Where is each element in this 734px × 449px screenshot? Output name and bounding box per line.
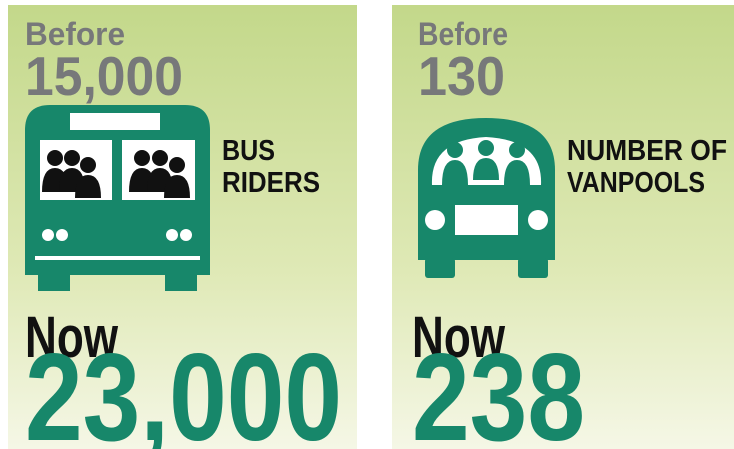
before-value: 15,000 bbox=[25, 45, 183, 107]
caption: VANPOOLS bbox=[567, 167, 705, 199]
caption: NUMBER OF bbox=[567, 135, 727, 167]
bus-icon bbox=[25, 105, 210, 291]
now-value: 238 bbox=[412, 329, 585, 449]
now-label: Now bbox=[412, 305, 506, 370]
caption: RIDERS bbox=[222, 167, 320, 199]
now-label: Now bbox=[25, 305, 119, 370]
van-icon bbox=[418, 118, 555, 278]
caption: BUS bbox=[222, 135, 275, 167]
before-label: Before bbox=[418, 16, 508, 52]
before-label: Before bbox=[25, 16, 125, 52]
before-value: 130 bbox=[418, 45, 505, 107]
now-value: 23,000 bbox=[25, 329, 342, 449]
